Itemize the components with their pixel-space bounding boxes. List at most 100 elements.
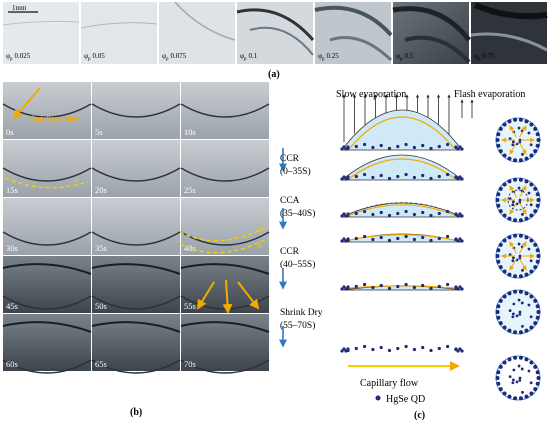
qd-dot bbox=[412, 285, 416, 290]
qd-dot bbox=[437, 144, 441, 149]
qd-dot bbox=[396, 236, 400, 241]
qd-dot bbox=[387, 176, 392, 181]
line-b-label-40s: b bbox=[258, 241, 262, 250]
rim-dot bbox=[535, 203, 540, 208]
panel-a-tile-6 bbox=[392, 2, 471, 64]
phi-label-2: φp 0.05 bbox=[84, 52, 105, 62]
rim-dot bbox=[535, 143, 540, 148]
qd-dot bbox=[429, 238, 433, 243]
qd-dot bbox=[421, 235, 425, 240]
rim-dot bbox=[502, 122, 507, 127]
rim-dot bbox=[498, 149, 503, 154]
rim-dot bbox=[498, 126, 503, 131]
inner-dot bbox=[529, 143, 533, 147]
qd-dot bbox=[371, 175, 375, 180]
radial-flow-arrow bbox=[509, 258, 517, 271]
radial-flow-arrow bbox=[519, 202, 527, 215]
rim-dot bbox=[529, 182, 534, 187]
inner-dot bbox=[521, 390, 524, 394]
panel-a-caption: (a) bbox=[268, 69, 280, 80]
panel-a-tile-4 bbox=[236, 2, 315, 64]
rim-dot bbox=[502, 238, 507, 243]
rim-dot bbox=[524, 235, 529, 240]
qd-dot bbox=[421, 345, 425, 350]
flow-curve bbox=[349, 234, 455, 241]
qd-dot bbox=[460, 239, 464, 243]
rim-dot bbox=[513, 274, 518, 279]
inner-dot bbox=[508, 375, 512, 379]
time-label: 20s bbox=[95, 185, 107, 195]
qd-dot bbox=[446, 234, 450, 239]
qd-dot bbox=[404, 142, 408, 147]
rim-dot bbox=[507, 216, 512, 221]
panel-a-tile-2 bbox=[80, 2, 158, 64]
qd-dot bbox=[412, 237, 416, 242]
rim-dot bbox=[498, 364, 503, 369]
rim-dot bbox=[496, 259, 501, 264]
qd-dot bbox=[458, 347, 462, 351]
rim-dot bbox=[498, 387, 503, 392]
stage-4-name: Shrink Dry bbox=[280, 308, 323, 318]
inner-dot bbox=[518, 376, 522, 380]
inner-dot bbox=[517, 298, 521, 302]
stage-3-range: (40–55S) bbox=[280, 259, 315, 270]
qd-dot bbox=[437, 346, 441, 351]
inner-dot bbox=[520, 301, 524, 305]
rim-dot bbox=[518, 289, 523, 294]
rim-dot bbox=[496, 143, 501, 148]
qd-dot bbox=[429, 146, 433, 151]
qd-dot bbox=[363, 209, 367, 214]
inner-dot bbox=[527, 247, 531, 251]
crack-line bbox=[2, 263, 92, 275]
qd-dot bbox=[458, 285, 462, 289]
phi-label-4: φp 0.1 bbox=[240, 52, 258, 62]
radial-flow-arrow bbox=[519, 241, 527, 254]
time-label: 65s bbox=[95, 359, 107, 369]
rim-dot bbox=[502, 182, 507, 187]
rim-dot bbox=[518, 396, 523, 401]
rim-dot bbox=[495, 138, 500, 142]
rim-dot bbox=[529, 122, 534, 127]
panel-c-caption: (c) bbox=[414, 410, 425, 421]
rim-dot bbox=[507, 328, 512, 333]
qd-dot bbox=[454, 285, 458, 289]
qd-dot bbox=[460, 287, 464, 291]
inner-dot bbox=[517, 126, 521, 130]
droplet-edge bbox=[2, 103, 92, 118]
rim-dot bbox=[502, 294, 507, 299]
dashed-line-a-40s bbox=[179, 225, 269, 242]
qd-dot bbox=[379, 173, 383, 178]
qd-dot bbox=[396, 346, 400, 351]
crack-line bbox=[180, 263, 270, 275]
qd-dot bbox=[342, 347, 346, 351]
qd-dot bbox=[344, 239, 348, 243]
qd-dot bbox=[456, 349, 460, 353]
inner-dot bbox=[508, 309, 512, 313]
time-label: 70s bbox=[184, 359, 196, 369]
rim-dot bbox=[513, 233, 518, 238]
rim-dot bbox=[529, 269, 534, 274]
rim-dot bbox=[535, 192, 540, 197]
rim-dot bbox=[498, 265, 503, 270]
qd-dot bbox=[344, 287, 348, 291]
rim-dot bbox=[507, 291, 512, 296]
qd-dot bbox=[354, 211, 358, 216]
flow-curve bbox=[349, 285, 455, 289]
qd-dot bbox=[460, 177, 464, 181]
qd-dot bbox=[379, 143, 383, 148]
flow-arrow-1 bbox=[196, 281, 215, 310]
qd-dot bbox=[396, 144, 400, 149]
rim-dot bbox=[518, 274, 523, 279]
frame-25s bbox=[181, 140, 269, 197]
rim-dot bbox=[524, 328, 529, 333]
qd-dot bbox=[371, 212, 375, 217]
inner-dot bbox=[520, 367, 524, 371]
qd-dot bbox=[396, 284, 400, 289]
droplet-edge bbox=[91, 359, 181, 374]
inner-dot bbox=[518, 138, 522, 142]
rim-dot bbox=[533, 321, 538, 326]
rim-dot bbox=[533, 364, 538, 369]
qd-dot bbox=[342, 145, 346, 149]
qd-dot bbox=[460, 147, 464, 151]
rim-dot bbox=[518, 177, 523, 182]
